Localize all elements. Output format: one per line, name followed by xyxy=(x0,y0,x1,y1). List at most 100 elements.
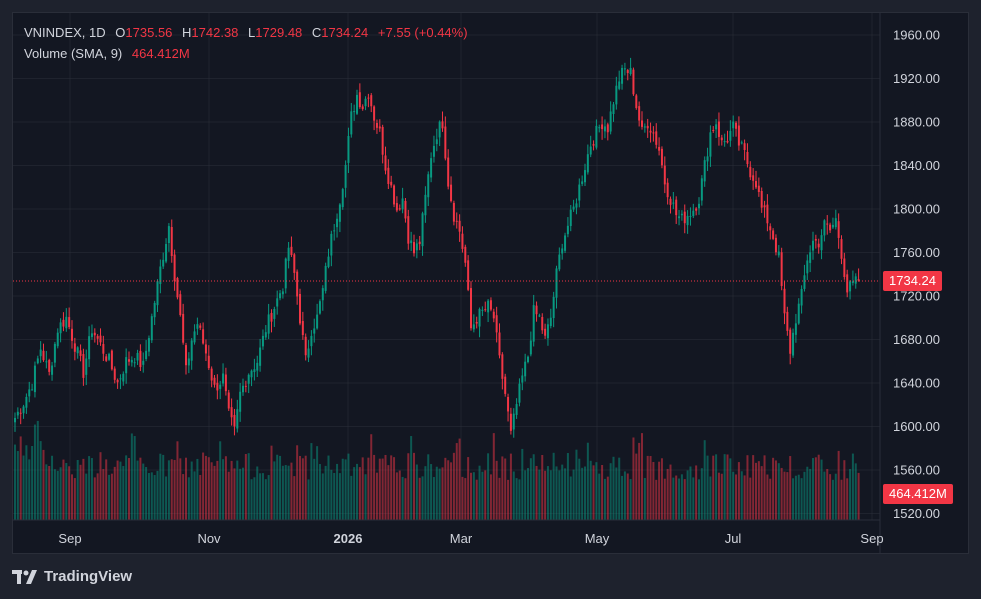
candle-body xyxy=(159,266,162,284)
volume-bar xyxy=(672,477,675,520)
volume-bar xyxy=(290,462,293,520)
volume-bar xyxy=(378,458,381,520)
candle-body xyxy=(803,275,806,289)
volume-bar xyxy=(432,477,435,520)
candle-body xyxy=(327,256,330,267)
candle-body xyxy=(133,362,136,364)
volume-bar xyxy=(270,445,273,520)
volume-bar xyxy=(546,466,549,520)
volume-bar xyxy=(165,476,168,520)
volume-bar xyxy=(678,478,681,520)
volume-bar xyxy=(110,473,113,520)
candle-layer xyxy=(14,57,860,438)
volume-bar xyxy=(71,474,73,520)
candle-body xyxy=(71,328,73,341)
volume-bar xyxy=(430,464,433,520)
brand-name[interactable]: TradingView xyxy=(44,568,133,585)
candle-body xyxy=(680,213,683,216)
interval-label[interactable]: 1D xyxy=(89,25,106,40)
candle-body xyxy=(695,208,698,211)
candle-body xyxy=(185,345,187,366)
volume-bar xyxy=(179,458,182,520)
volume-label[interactable]: Volume (SMA, 9) xyxy=(24,46,123,61)
tradingview-logo-icon[interactable] xyxy=(12,569,38,584)
volume-bar xyxy=(122,466,125,520)
candle-body xyxy=(387,167,390,184)
candle-body xyxy=(299,293,301,324)
volume-bar xyxy=(447,460,450,520)
candle-body xyxy=(216,382,219,391)
volume-bar xyxy=(521,448,524,520)
volume-bar xyxy=(424,466,427,520)
volume-bar xyxy=(843,460,846,520)
candle-body xyxy=(281,291,284,295)
candle-body xyxy=(564,235,567,251)
candle-body xyxy=(749,166,752,178)
high-label: H xyxy=(182,25,192,40)
candle-body xyxy=(176,278,179,298)
volume-bar xyxy=(310,443,313,520)
candle-body xyxy=(122,373,125,382)
candle-body xyxy=(147,338,150,352)
volume-bar xyxy=(65,463,68,520)
candle-body xyxy=(467,260,470,290)
volume-bar xyxy=(53,469,56,520)
volume-bar xyxy=(812,458,814,520)
candle-body xyxy=(632,69,635,95)
volume-bar xyxy=(324,465,327,520)
low-label: L xyxy=(248,25,256,40)
volume-bar xyxy=(746,455,749,520)
candle-body xyxy=(492,311,495,319)
y-tick-label: 1760.00 xyxy=(893,245,940,260)
candle-body xyxy=(755,181,757,188)
candle-body xyxy=(330,233,333,256)
candle-body xyxy=(395,203,398,211)
volume-bar xyxy=(387,465,390,520)
volume-bar xyxy=(227,471,230,520)
candle-body xyxy=(421,213,424,247)
volume-bar xyxy=(589,460,592,520)
volume-bar xyxy=(199,474,202,520)
volume-bar xyxy=(242,467,244,520)
volume-bar xyxy=(333,472,336,520)
candle-body xyxy=(843,258,846,277)
candle-body xyxy=(629,68,632,75)
volume-bar xyxy=(464,478,467,520)
candle-body xyxy=(16,411,19,416)
volume-bar xyxy=(461,476,464,520)
volume-bar xyxy=(36,420,39,520)
candle-body xyxy=(415,243,418,251)
volume-bar xyxy=(504,458,507,520)
candle-body xyxy=(478,308,481,327)
volume-bar xyxy=(136,460,139,520)
candle-body xyxy=(595,125,598,148)
candle-body xyxy=(549,317,552,326)
candle-body xyxy=(837,221,840,238)
volume-bar xyxy=(296,445,299,520)
candle-body xyxy=(233,414,236,427)
candle-body xyxy=(338,204,341,222)
candle-body xyxy=(538,315,541,317)
volume-bar xyxy=(327,455,330,520)
volume-bar xyxy=(96,473,99,520)
volume-bar xyxy=(370,434,373,520)
y-tick-label: 1720.00 xyxy=(893,289,940,304)
volume-bar xyxy=(353,467,356,520)
volume-bar xyxy=(578,458,581,520)
candle-body xyxy=(65,316,68,329)
candle-body xyxy=(484,309,487,311)
candle-body xyxy=(823,220,826,236)
volume-bar xyxy=(826,469,829,520)
candle-body xyxy=(79,350,82,356)
candle-body xyxy=(452,202,455,222)
candle-body xyxy=(470,288,472,329)
volume-bar xyxy=(723,454,726,520)
candle-body xyxy=(373,106,376,121)
candle-body xyxy=(173,254,176,282)
volume-bar xyxy=(709,476,712,520)
volume-bar xyxy=(837,450,840,520)
symbol-label[interactable]: VNINDEX xyxy=(24,25,82,40)
candle-body xyxy=(190,340,193,361)
candle-body xyxy=(19,412,22,414)
